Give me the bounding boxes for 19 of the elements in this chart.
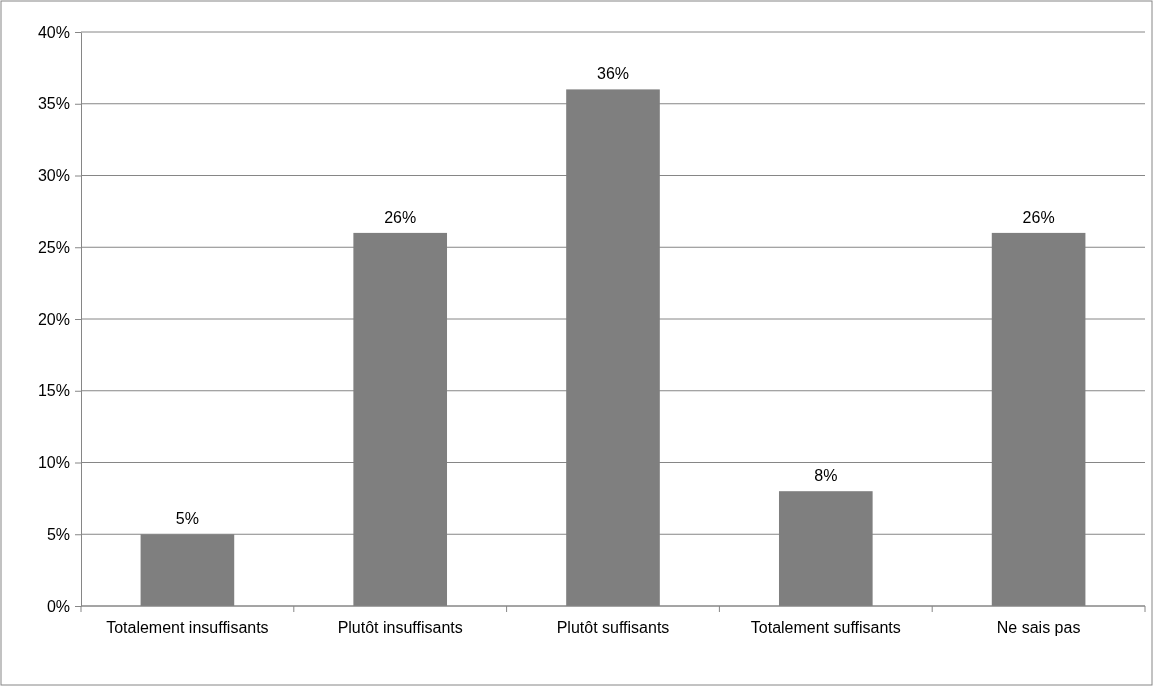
y-tick-label: 15% bbox=[37, 382, 70, 400]
data-label: 26% bbox=[384, 208, 417, 226]
data-label: 8% bbox=[814, 467, 838, 485]
y-tick-label: 25% bbox=[37, 238, 70, 256]
y-tick-label: 0% bbox=[46, 597, 70, 615]
data-label: 5% bbox=[175, 510, 199, 528]
y-tick-label: 30% bbox=[37, 167, 70, 185]
x-tick-label: Plutôt insuffisants bbox=[337, 619, 463, 636]
y-tick-label: 40% bbox=[37, 23, 70, 41]
x-tick-label: Plutôt suffisants bbox=[556, 619, 670, 636]
data-label: 36% bbox=[596, 65, 630, 83]
data-label: 26% bbox=[1022, 208, 1055, 226]
y-tick-label: 35% bbox=[37, 95, 70, 113]
x-tick-label: Totalement suffisants bbox=[750, 619, 901, 636]
x-tick-label: Totalement insuffisants bbox=[106, 619, 269, 636]
y-tick-label: 5% bbox=[46, 525, 70, 543]
y-tick-label: 10% bbox=[37, 454, 70, 472]
y-tick-label: 20% bbox=[37, 310, 70, 328]
x-tick-label: Ne sais pas bbox=[996, 619, 1081, 636]
